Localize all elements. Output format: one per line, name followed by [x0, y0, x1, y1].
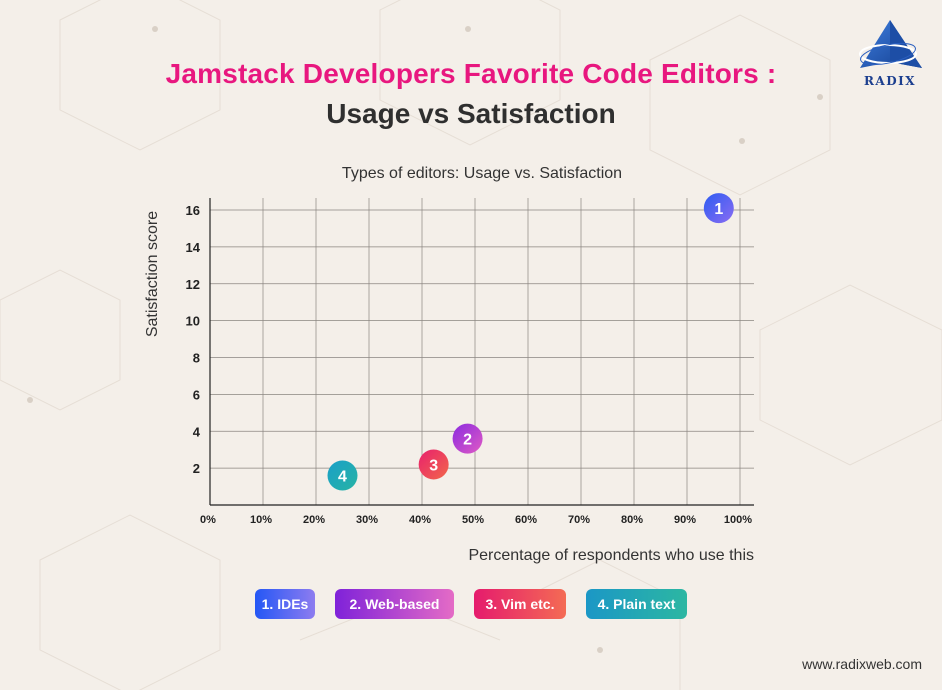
- data-point-label: 1: [714, 201, 723, 218]
- x-tick-label: 70%: [568, 514, 590, 526]
- y-tick-label: 14: [186, 240, 201, 255]
- x-tick-label: 10%: [250, 514, 272, 526]
- y-tick-label: 4: [193, 424, 201, 439]
- data-point-3: [418, 449, 449, 480]
- chart-axes: [209, 198, 754, 506]
- x-tick-label: 80%: [621, 514, 643, 526]
- y-tick-label: 8: [193, 351, 200, 366]
- data-point-1: [703, 193, 734, 224]
- y-tick-label: 2: [193, 461, 200, 476]
- y-tick-label: 10: [186, 314, 200, 329]
- y-axis-label: Satisfaction score: [144, 211, 161, 337]
- y-tick-label: 6: [193, 387, 200, 402]
- footer-url[interactable]: www.radixweb.com: [802, 656, 922, 672]
- y-tick-labels: 2 4 6 8 10 12 14 16: [186, 203, 201, 476]
- chart-legend: 1. IDEs 2. Web-based 3. Vim etc. 4. Plain t…: [0, 589, 942, 619]
- logo-text: RADIX: [863, 74, 917, 88]
- data-points: 1 2 3 4: [327, 193, 734, 491]
- page-title-line1: Jamstack Developers Favorite Code Editor…: [165, 58, 777, 89]
- x-tick-label: 50%: [462, 514, 484, 526]
- pyramid-logo-icon: [859, 20, 922, 68]
- y-tick-label: 12: [186, 277, 200, 292]
- x-tick-label: 30%: [356, 514, 378, 526]
- data-point-label: 4: [338, 469, 347, 486]
- x-tick-label: 0%: [200, 514, 216, 526]
- legend-item: 2. Web-based: [335, 589, 454, 619]
- x-tick-label: 60%: [515, 514, 537, 526]
- x-tick-label: 100%: [724, 514, 752, 526]
- x-tick-label: 20%: [303, 514, 325, 526]
- data-point-label: 2: [463, 432, 472, 449]
- chart-grid: [210, 198, 754, 505]
- x-tick-label: 90%: [674, 514, 696, 526]
- x-axis-label: Percentage of respondents who use this: [468, 547, 754, 564]
- x-tick-labels: 0% 10% 20% 30% 40% 50% 60% 70% 80% 90% 100%: [200, 514, 752, 526]
- data-point-label: 3: [429, 457, 438, 474]
- data-point-2: [452, 423, 483, 454]
- legend-item: 4. Plain text: [586, 589, 687, 619]
- chart-title: Types of editors: Usage vs. Satisfaction: [342, 165, 622, 182]
- legend-item: 3. Vim etc.: [474, 589, 566, 619]
- x-tick-label: 40%: [409, 514, 431, 526]
- legend-item: 1. IDEs: [255, 589, 315, 619]
- data-point-4: [327, 460, 358, 491]
- y-tick-label: 16: [186, 203, 200, 218]
- page-title-line2: Usage vs Satisfaction: [326, 98, 616, 129]
